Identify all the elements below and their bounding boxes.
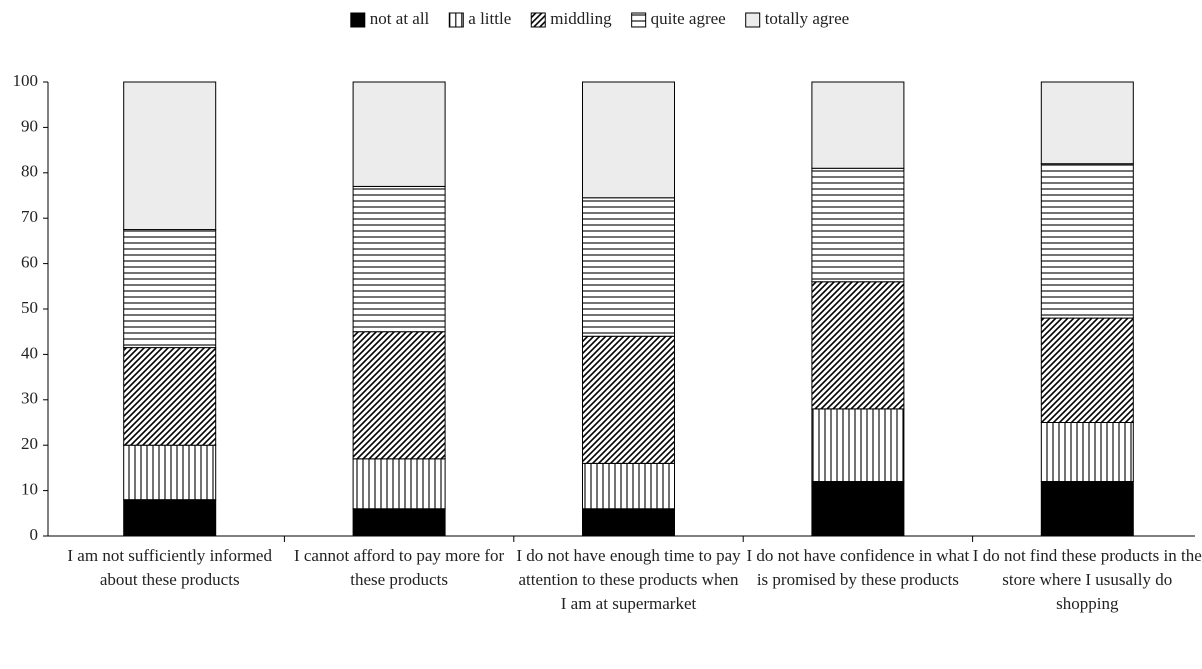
bar-segment bbox=[811, 408, 905, 483]
x-label-box: I do not have confidence in what is prom… bbox=[746, 546, 970, 589]
bar-segment bbox=[811, 167, 905, 283]
legend-label: totally agree bbox=[765, 9, 850, 28]
legend: not at all a little middling quite agree tot… bbox=[350, 9, 850, 28]
bar-segment bbox=[123, 444, 217, 501]
bar-segment bbox=[123, 499, 217, 537]
x-tick-label: I do not have enough time to pay attenti… bbox=[516, 546, 741, 613]
bar-segment bbox=[1040, 163, 1134, 319]
y-tick-label: 60 bbox=[21, 253, 38, 272]
x-label-box: I am not sufficiently informed about the… bbox=[67, 546, 272, 589]
bar-segment bbox=[582, 81, 675, 199]
bar-segment bbox=[123, 81, 217, 231]
bar-segment bbox=[811, 281, 905, 410]
bar-segment bbox=[1040, 481, 1134, 537]
x-label-box: I do not have enough time to pay attenti… bbox=[516, 546, 741, 613]
y-tick-label: 80 bbox=[21, 162, 38, 181]
bar-segment bbox=[352, 458, 446, 510]
y-tick-label: 70 bbox=[21, 207, 38, 226]
x-tick-label: I am not sufficiently informed about the… bbox=[67, 546, 272, 589]
bar-segment bbox=[352, 508, 446, 537]
y-tick-label: 90 bbox=[21, 116, 38, 135]
legend-label: not at all bbox=[370, 9, 430, 28]
bar-segment bbox=[811, 481, 905, 537]
x-label-box: I cannot afford to pay more for these pr… bbox=[293, 546, 505, 589]
y-tick-label: 100 bbox=[13, 71, 39, 90]
y-tick-label: 20 bbox=[21, 434, 38, 453]
x-label-box: I do not find these products in the stor… bbox=[972, 546, 1202, 613]
bar-segment bbox=[582, 197, 675, 337]
y-tick-label: 10 bbox=[21, 480, 38, 499]
legend-swatch bbox=[350, 12, 366, 28]
legend-label: a little bbox=[468, 9, 511, 28]
legend-label: quite agree bbox=[651, 9, 726, 28]
bar-segment bbox=[352, 81, 446, 187]
x-tick-label: I do not have confidence in what is prom… bbox=[746, 546, 970, 589]
legend-swatch bbox=[448, 12, 464, 28]
bar-segment bbox=[1040, 81, 1134, 165]
bar-segment bbox=[811, 81, 905, 169]
x-tick-label: I cannot afford to pay more for these pr… bbox=[293, 546, 505, 589]
bar-segment bbox=[352, 185, 446, 333]
legend-swatch bbox=[745, 12, 761, 28]
y-tick-label: 0 bbox=[30, 525, 39, 544]
bar-segment bbox=[582, 335, 675, 464]
bar-segment bbox=[1040, 422, 1134, 483]
legend-label: middling bbox=[550, 9, 612, 28]
bar-segment bbox=[352, 331, 446, 460]
bar-segment bbox=[1040, 317, 1134, 423]
y-tick-label: 40 bbox=[21, 343, 38, 362]
y-tick-label: 50 bbox=[21, 298, 38, 317]
bar-segment bbox=[123, 229, 217, 349]
bar-segment bbox=[582, 508, 675, 537]
bar-segment bbox=[582, 462, 675, 510]
legend-swatch bbox=[631, 12, 647, 28]
bar-segment bbox=[123, 347, 217, 446]
y-tick-label: 30 bbox=[21, 389, 38, 408]
legend-swatch bbox=[530, 12, 546, 28]
x-tick-label: I do not find these products in the stor… bbox=[972, 546, 1202, 613]
